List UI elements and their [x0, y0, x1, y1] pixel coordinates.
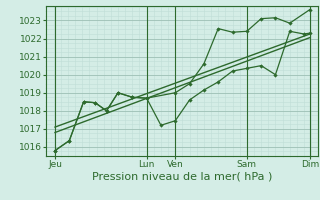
X-axis label: Pression niveau de la mer( hPa ): Pression niveau de la mer( hPa ) — [92, 172, 273, 182]
